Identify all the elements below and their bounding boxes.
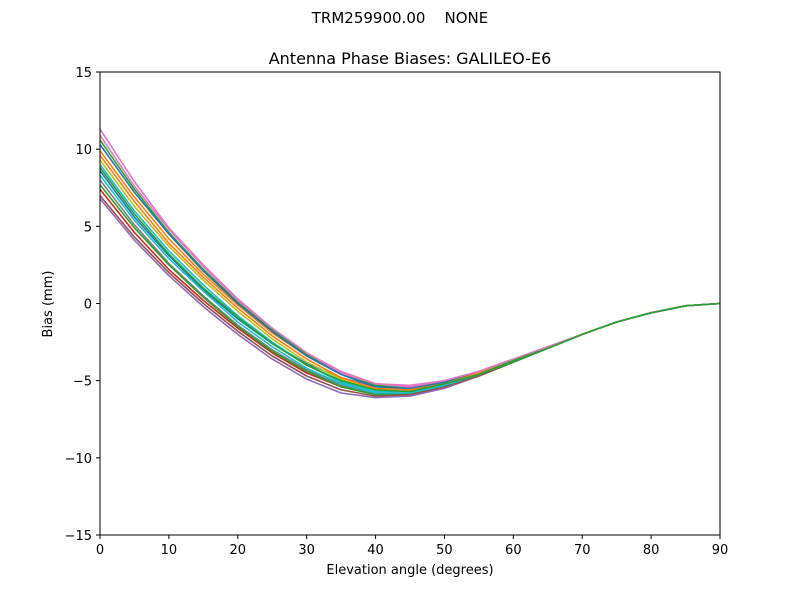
plot-frame [99,71,721,536]
y-tick-label: 0 [84,298,92,313]
series-line-6 [99,194,721,397]
series-lines-group [99,128,721,399]
y-tick-label: 10 [75,143,92,158]
x-tick-label: 20 [230,543,247,558]
axis-ticks-group: 0 10 20 30 40 50 60 70 80 90 −15 −10 −5 0 5 10 15 [65,66,729,558]
y-tick-label: 15 [75,66,92,81]
y-axis-label: Bias (mm) [41,271,56,338]
x-axis-label: Elevation angle (degrees) [326,563,493,578]
x-tick-label: 0 [96,543,104,558]
x-tick-label: 40 [367,543,384,558]
y-tick-label: −5 [73,375,92,390]
x-tick-label: 80 [643,543,660,558]
x-tick-label: 70 [574,543,591,558]
x-tick-label: 30 [298,543,315,558]
series-line-14 [99,174,721,394]
x-tick-label: 50 [436,543,453,558]
series-line-7 [99,128,721,387]
series-line-2 [99,150,721,388]
series-line-12 [99,154,721,391]
series-line-4 [99,188,721,396]
y-tick-label: −10 [65,452,92,467]
chart-title: Antenna Phase Biases: GALILEO-E6 [269,49,552,68]
y-tick-label: 5 [84,220,92,235]
series-line-5 [99,198,721,399]
series-line-16 [99,167,721,393]
x-tick-label: 60 [505,543,522,558]
x-tick-label: 90 [712,543,729,558]
y-tick-label: −15 [65,529,92,544]
x-tick-label: 10 [161,543,178,558]
series-line-1 [99,170,721,390]
series-line-13 [99,184,721,396]
figure-suptitle: TRM259900.00 NONE [311,9,489,27]
